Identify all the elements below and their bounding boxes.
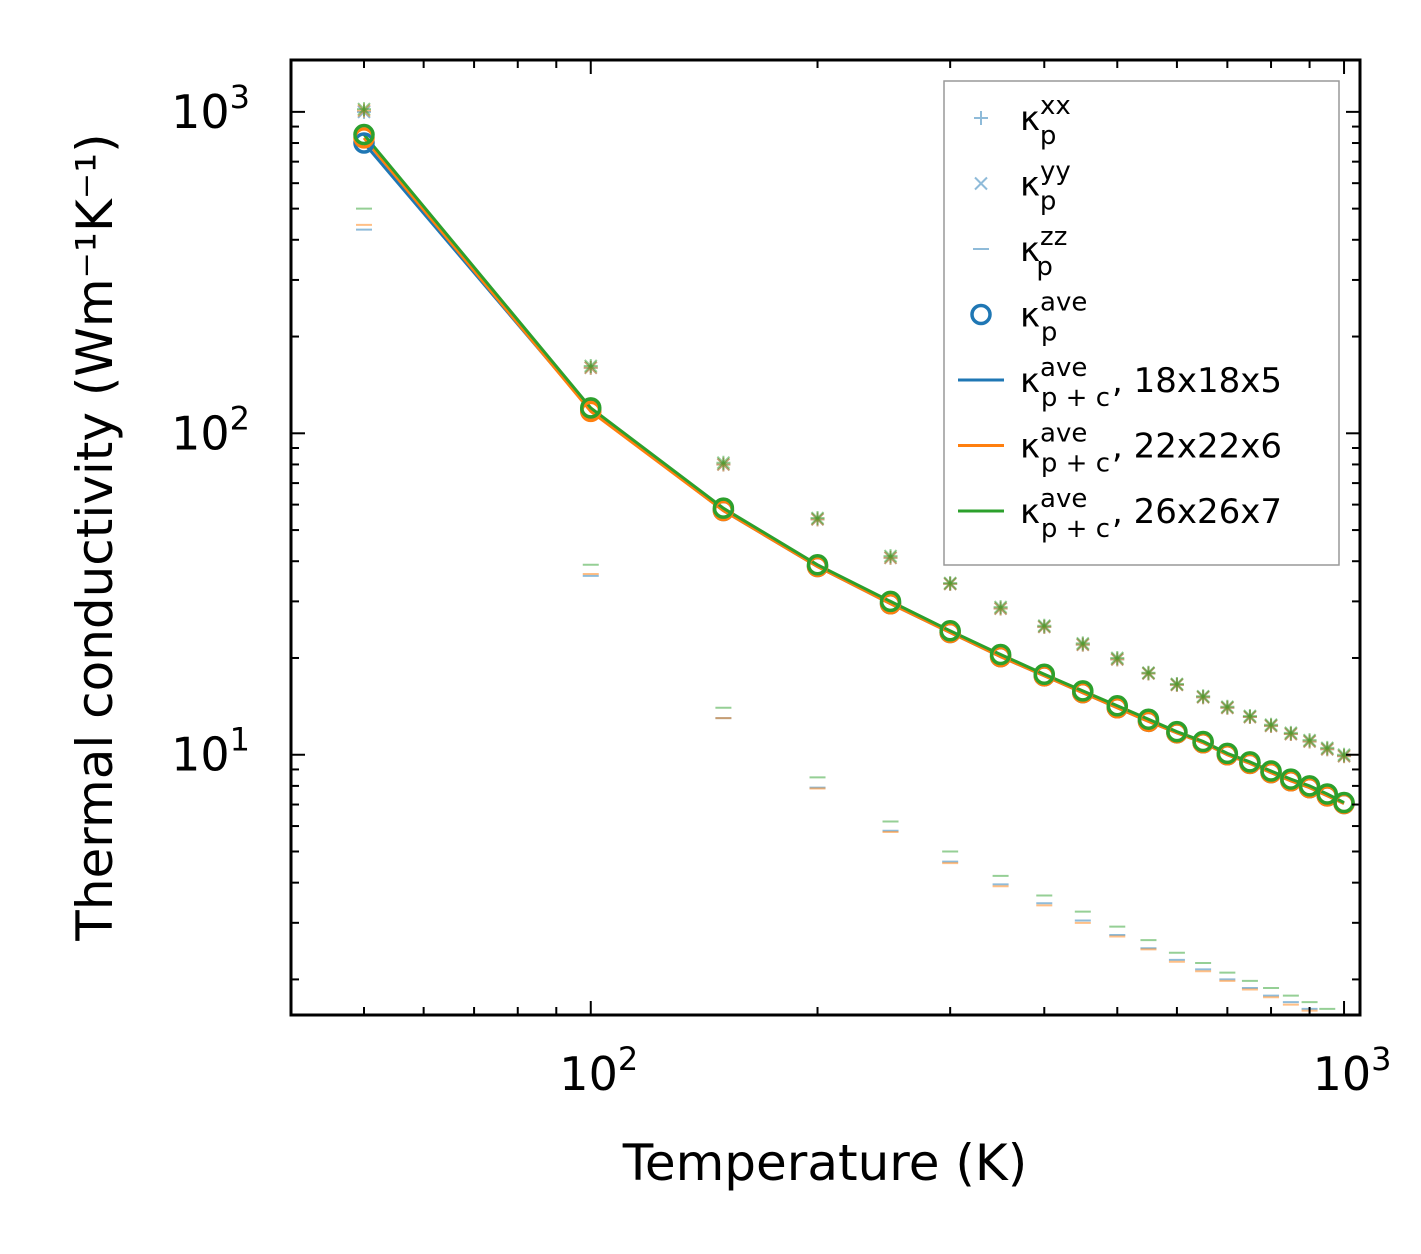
kave-point: [712, 497, 735, 519]
legend-entry: κave p: [970, 288, 1087, 348]
kave-point: [1072, 680, 1094, 702]
kyy-point: [1320, 741, 1334, 755]
legend-entry: κxx p: [974, 91, 1071, 151]
kave-point: [1106, 695, 1129, 717]
kyy-point: [810, 511, 825, 525]
kave-point: [1260, 760, 1282, 782]
kave-point: [1033, 663, 1056, 685]
y-axis-label: Thermal conductivity (Wm⁻¹K⁻¹): [66, 133, 124, 941]
kave-point: [1216, 742, 1239, 765]
y-tick-label: 103: [171, 78, 250, 139]
kyy-point: [1037, 619, 1051, 633]
legend-entry: κave p + c, 18x18x5: [958, 353, 1282, 413]
legend-box: [943, 80, 1340, 566]
x-axis-label: Temperature (K): [622, 1134, 1027, 1192]
kave-point: [1239, 751, 1261, 773]
kyy-point: [1076, 636, 1090, 651]
kyy-point: [716, 456, 731, 470]
y-tick-label: 102: [171, 399, 250, 460]
kyy-point: [1284, 726, 1298, 740]
legend-label: κave p + c, 26x26x7: [1020, 484, 1282, 544]
kyy-point: [1141, 665, 1156, 680]
legend-label: κave p + c, 18x18x5: [1020, 353, 1282, 413]
plot-frame: [289, 58, 1362, 1017]
kyy-point: [943, 576, 957, 590]
kyy-point: [1243, 709, 1257, 723]
legend-entry: κave p + c, 26x26x7: [958, 484, 1282, 544]
kyy-point: [1170, 677, 1184, 691]
x-tick-label: 102: [559, 1040, 638, 1101]
kave-pc-line-26x26x7: [362, 133, 1345, 804]
kyy-point: [993, 600, 1008, 614]
kave-point: [580, 397, 602, 419]
legend-label: κyy p: [1020, 157, 1071, 217]
kave-point: [353, 123, 375, 146]
kyy-point: [584, 359, 598, 373]
legend-entry: κave p + c, 22x22x6: [958, 419, 1282, 479]
kave-point: [1316, 783, 1339, 805]
kyy-point: [1302, 733, 1317, 747]
kyy-point: [1196, 689, 1210, 703]
kave-point: [939, 620, 961, 642]
kyy-point: [1264, 718, 1278, 732]
legend-cross-marker: [974, 176, 988, 191]
legend-label: κxx p: [1020, 91, 1071, 151]
kave-point: [1137, 708, 1160, 730]
kave-point: [1166, 720, 1188, 743]
legend-entry: κzz p: [973, 222, 1067, 282]
kave-point: [1192, 730, 1214, 753]
kave-point: [1298, 775, 1321, 797]
kyy-point: [1110, 651, 1124, 665]
kave-point: [806, 554, 829, 576]
kave-point: [989, 643, 1012, 666]
legend-label: κave p + c, 22x22x6: [1020, 419, 1282, 479]
kyy-point: [1220, 700, 1235, 714]
kyy-point: [357, 102, 371, 116]
kyy-point: [1337, 748, 1351, 762]
y-tick-label: 101: [171, 721, 250, 782]
legend-plus-marker: [974, 111, 988, 125]
legend-circle-marker: [970, 303, 992, 326]
kave-pc-line-22x22x6: [362, 136, 1345, 805]
x-tick-label: 103: [1313, 1040, 1392, 1101]
legend-label: κzz p: [1020, 222, 1067, 282]
kave-point: [1333, 791, 1355, 814]
legend-entry: κyy p: [974, 157, 1071, 217]
kave-point: [879, 590, 902, 613]
legend-label: κave p: [1020, 288, 1087, 348]
kyy-point: [883, 549, 898, 563]
kave-point: [1280, 768, 1302, 790]
